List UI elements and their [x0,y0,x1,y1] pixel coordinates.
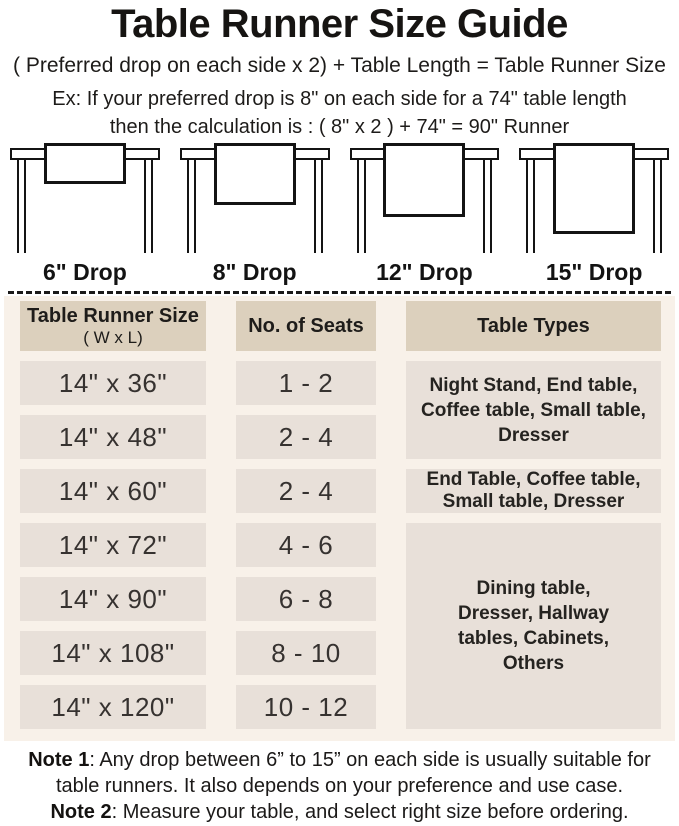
drop-illustrations [0,142,679,254]
table-illustration-6in-drop [0,142,170,254]
seats-cell: 8 - 10 [236,631,376,675]
seats-cell: 1 - 2 [236,361,376,405]
size-cell: 14" x 72" [20,523,206,567]
runner-graphic [213,143,296,205]
size-cell: 14" x 108" [20,631,206,675]
table-types-cell-small: Night Stand, End table, Coffee table, Sm… [406,361,661,459]
seats-cell: 6 - 8 [236,577,376,621]
column-header-runner-size: Table Runner Size ( W x L) [20,301,206,351]
runner-graphic [553,143,636,234]
dashed-divider [8,291,671,294]
table-types-cell-large: Dining table, Dresser, Hallway tables, C… [406,523,661,729]
runner-graphic [383,143,466,217]
page-title: Table Runner Size Guide [111,2,568,46]
runner-size-formula: ( Preferred drop on each side x 2) + Tab… [13,54,666,77]
runner-graphic [43,143,126,184]
drop-label-8: 8" Drop [212,259,297,285]
table-leg-icon [186,159,196,253]
table-leg-icon [143,159,153,253]
column-table-types: Table Types Night Stand, End table, Coff… [406,301,661,729]
note-2: Note 2: Measure your table, and select r… [0,799,679,825]
size-guide-table: Table Runner Size ( W x L) 14" x 36" 14"… [4,296,675,741]
size-cell: 14" x 120" [20,685,206,729]
example-line-1: Ex: If your preferred drop is 8" on each… [52,88,627,110]
size-cell: 14" x 90" [20,577,206,621]
drop-label-12: 12" Drop [376,259,473,285]
table-illustration-15in-drop [509,142,679,254]
table-illustration-12in-drop [340,142,510,254]
table-leg-icon [17,159,26,253]
header-sublabel: ( W x L) [83,328,143,347]
table-leg-icon [313,159,323,253]
table-types-cell-medium: End Table, Coffee table, Small table, Dr… [406,469,661,513]
seats-cell: 2 - 4 [236,469,376,513]
note-2-text: : Measure your table, and select right s… [111,801,629,823]
table-leg-icon [356,159,366,253]
column-runner-size: Table Runner Size ( W x L) 14" x 36" 14"… [20,301,206,729]
notes-section: Note 1: Any drop between 6” to 15” on ea… [0,747,679,825]
column-header-table-types: Table Types [406,301,661,351]
seats-cell: 10 - 12 [236,685,376,729]
column-header-seats: No. of Seats [236,301,376,351]
header-label: Table Types [477,314,590,337]
header-label: Table Runner Size [27,305,199,327]
header-label: No. of Seats [248,314,364,337]
size-cell: 14" x 48" [20,415,206,459]
note-1-text: : Any drop between 6” to 15” on each sid… [55,749,651,797]
table-leg-icon [653,159,662,253]
size-cell: 14" x 36" [20,361,206,405]
note-2-label: Note 2 [50,801,112,823]
table-leg-icon [526,159,536,253]
note-1: Note 1: Any drop between 6” to 15” on ea… [0,747,679,799]
column-seats: No. of Seats 1 - 2 2 - 4 2 - 4 4 - 6 6 -… [236,301,376,729]
seats-cell: 2 - 4 [236,415,376,459]
size-cell: 14" x 60" [20,469,206,513]
table-illustration-8in-drop [170,142,340,254]
drop-labels-row: 6" Drop 8" Drop 12" Drop 15" Drop [0,256,679,290]
example-line-2: then the calculation is : ( 8" x 2 ) + 7… [109,116,570,138]
guide-header: Table Runner Size Guide ( Preferred drop… [0,0,679,140]
note-1-label: Note 1 [28,749,90,771]
drop-label-15: 15" Drop [545,259,643,285]
seats-cell: 4 - 6 [236,523,376,567]
table-leg-icon [483,159,493,253]
drop-label-6: 6" Drop [43,259,127,285]
